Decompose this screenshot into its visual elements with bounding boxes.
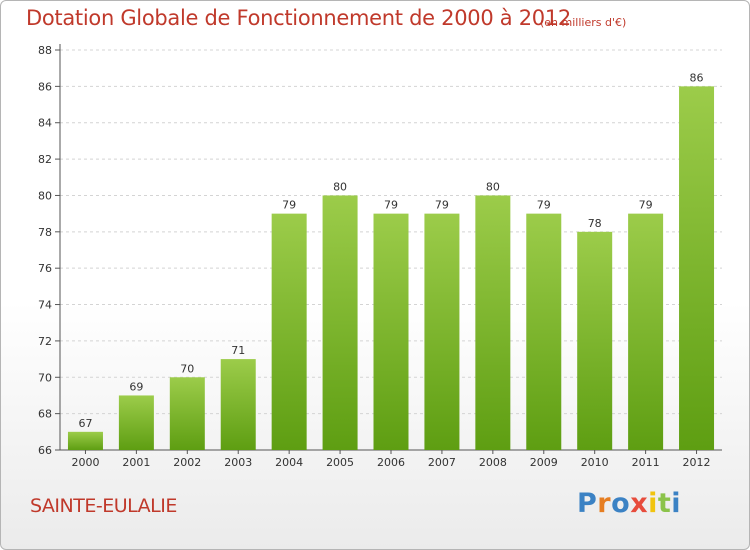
data-label-2010: 78 (588, 217, 602, 230)
logo-letter: i (648, 488, 658, 519)
chart-title: Dotation Globale de Fonctionnement de 20… (26, 6, 571, 30)
data-label-2011: 79 (639, 199, 653, 212)
logo-letter: x (630, 488, 649, 519)
proxiti-logo[interactable]: Proxiti (577, 488, 681, 519)
bar-2010 (577, 231, 613, 450)
x-tick-label-2005: 2005 (326, 456, 354, 469)
data-label-2009: 79 (537, 199, 551, 212)
x-tick-label-2008: 2008 (479, 456, 507, 469)
y-tick-label: 76 (38, 262, 52, 275)
y-tick-label: 86 (38, 80, 52, 93)
data-label-2004: 79 (282, 199, 296, 212)
y-tick-label: 84 (38, 117, 52, 130)
bar-2001 (118, 395, 154, 450)
y-tick-labels: 66 68 70 72 74 76 78 80 82 84 86 88 (38, 44, 52, 457)
y-tick-label: 72 (38, 335, 52, 348)
data-label-2005: 80 (333, 180, 347, 193)
bar-2007 (424, 213, 460, 450)
data-label-2007: 79 (435, 199, 449, 212)
logo-letter: t (657, 488, 672, 519)
data-label-2008: 80 (486, 180, 500, 193)
bar-2002 (169, 377, 205, 450)
x-tick-label-2004: 2004 (275, 456, 303, 469)
y-tick-label: 74 (38, 299, 52, 312)
bar-2009 (526, 213, 562, 450)
data-label-2002: 70 (180, 362, 194, 375)
y-tick-label: 66 (38, 444, 52, 457)
data-labels: 67 69 70 71 79 80 79 79 80 79 78 79 86 (78, 71, 703, 429)
x-tick-label-2012: 2012 (683, 456, 711, 469)
x-tick-label-2000: 2000 (71, 456, 99, 469)
bar-2008 (475, 195, 511, 450)
x-tick-label-2003: 2003 (224, 456, 252, 469)
data-label-2006: 79 (384, 199, 398, 212)
y-tick-label: 88 (38, 44, 52, 57)
x-tick-label-2009: 2009 (530, 456, 558, 469)
y-tick-label: 68 (38, 408, 52, 421)
bar-2003 (220, 359, 256, 450)
logo-letter: r (597, 488, 612, 519)
x-tick-label-2011: 2011 (632, 456, 660, 469)
bar-2012 (679, 86, 715, 450)
data-label-2000: 67 (78, 417, 92, 430)
x-tick-label-2006: 2006 (377, 456, 405, 469)
bars (67, 86, 715, 450)
logo-letter: P (577, 488, 598, 519)
logo-letter: o (611, 488, 631, 519)
y-tick-label: 70 (38, 371, 52, 384)
x-tick-label-2002: 2002 (173, 456, 201, 469)
y-tick-label: 82 (38, 153, 52, 166)
y-tick-label: 78 (38, 226, 52, 239)
data-label-2003: 71 (231, 344, 245, 357)
bar-2011 (628, 213, 664, 450)
y-tick-label: 80 (38, 189, 52, 202)
data-label-2001: 69 (129, 380, 143, 393)
bar-2000 (67, 431, 103, 450)
x-tick-label-2001: 2001 (122, 456, 150, 469)
x-tick-labels: 2000 2001 2002 2003 2004 2005 2006 2007 2008 2009… (71, 450, 711, 469)
x-tick-label-2007: 2007 (428, 456, 456, 469)
bar-2005 (322, 195, 358, 450)
data-label-2012: 86 (690, 71, 704, 84)
bar-2006 (373, 213, 409, 450)
commune-name: SAINTE-EULALIE (30, 495, 177, 517)
logo-letter: i (671, 488, 682, 519)
bar-2004 (271, 213, 307, 450)
chart-subtitle: (en milliers d'€) (540, 16, 627, 29)
x-tick-label-2010: 2010 (581, 456, 609, 469)
